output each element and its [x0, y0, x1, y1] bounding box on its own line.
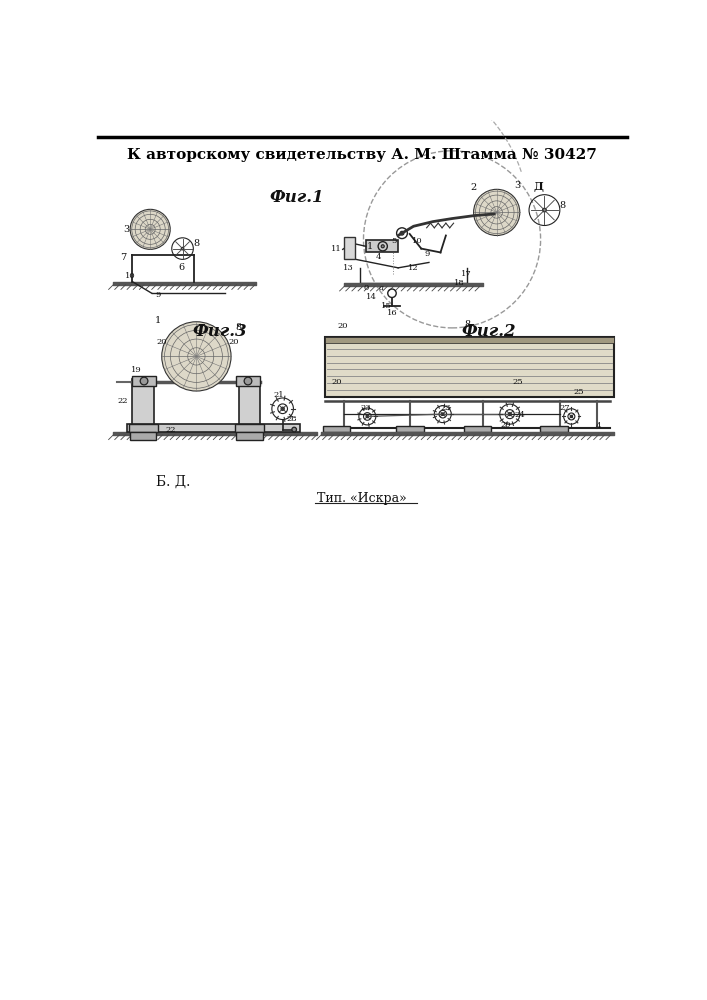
Text: Фиг.1: Фиг.1 [269, 188, 324, 206]
Polygon shape [344, 237, 355, 259]
Text: 1: 1 [155, 316, 161, 325]
Bar [396, 426, 423, 432]
Text: Б. Д.: Б. Д. [156, 475, 190, 489]
Circle shape [292, 427, 296, 432]
Text: 15: 15 [381, 302, 392, 310]
Circle shape [130, 209, 170, 249]
Text: 14: 14 [366, 293, 377, 301]
Text: 16: 16 [387, 309, 398, 317]
Circle shape [474, 189, 520, 235]
Text: 4: 4 [595, 422, 601, 430]
Text: 6: 6 [178, 263, 184, 272]
Text: Тип. «Искра»: Тип. «Искра» [317, 492, 407, 505]
Text: 22: 22 [165, 426, 176, 434]
Text: 10: 10 [412, 237, 423, 245]
Circle shape [162, 322, 231, 391]
Text: 3: 3 [515, 181, 520, 190]
Circle shape [400, 231, 404, 235]
Text: 25: 25 [574, 388, 585, 396]
Bar [129, 424, 158, 432]
Text: 28: 28 [286, 415, 297, 423]
Text: 2: 2 [470, 183, 477, 192]
Text: 21: 21 [274, 391, 284, 399]
Text: 19: 19 [131, 366, 141, 374]
Bar [130, 432, 156, 440]
Bar [325, 337, 614, 397]
Text: Фиг.2: Фиг.2 [462, 323, 516, 340]
Circle shape [442, 413, 444, 415]
Bar [236, 432, 262, 440]
Circle shape [181, 247, 184, 250]
Text: 8: 8 [235, 323, 242, 332]
Bar [325, 337, 614, 343]
Text: 1: 1 [368, 242, 373, 251]
Text: 3: 3 [123, 225, 129, 234]
Bar [132, 379, 154, 424]
Text: Д: Д [533, 181, 543, 192]
Text: 23: 23 [440, 404, 451, 412]
Text: 17: 17 [460, 270, 472, 278]
Text: 8: 8 [464, 320, 470, 329]
Text: 20: 20 [337, 322, 348, 330]
Text: 20: 20 [332, 378, 341, 386]
Text: 20: 20 [156, 338, 167, 346]
Text: 9: 9 [156, 291, 160, 299]
Circle shape [366, 415, 368, 418]
Text: 22: 22 [117, 397, 128, 405]
Text: 8: 8 [193, 239, 199, 248]
Text: 12: 12 [408, 264, 419, 272]
Circle shape [244, 377, 252, 385]
Text: 11: 11 [331, 245, 342, 253]
Text: a: a [379, 284, 384, 292]
Text: К авторскому свидетельству А. М. Штамма № 30427: К авторскому свидетельству А. М. Штамма … [127, 148, 597, 162]
Bar [464, 426, 491, 432]
Text: 8: 8 [559, 201, 565, 210]
Text: 23: 23 [361, 404, 371, 412]
Text: 18: 18 [455, 279, 465, 287]
Bar [540, 426, 568, 432]
Text: 24: 24 [515, 411, 525, 419]
Text: 10: 10 [125, 272, 136, 280]
Bar [239, 379, 260, 424]
Circle shape [281, 407, 284, 410]
Circle shape [140, 377, 148, 385]
Text: 13: 13 [343, 264, 354, 272]
Bar [235, 424, 264, 432]
Text: 27: 27 [560, 404, 571, 412]
Text: 5: 5 [392, 237, 397, 245]
Circle shape [542, 208, 547, 212]
Circle shape [508, 413, 511, 416]
Bar [132, 376, 156, 386]
Text: Фиг.3: Фиг.3 [192, 323, 247, 340]
Bar [322, 426, 351, 432]
Text: 0: 0 [363, 284, 368, 292]
Bar [366, 240, 398, 252]
Text: 25: 25 [512, 378, 522, 386]
Bar [127, 424, 300, 432]
Text: 4: 4 [375, 253, 381, 261]
Text: 7: 7 [120, 253, 127, 262]
Bar [236, 376, 259, 386]
Text: 9: 9 [425, 250, 430, 258]
Circle shape [571, 415, 573, 418]
Circle shape [381, 245, 385, 248]
Text: 20: 20 [228, 338, 239, 346]
Text: 29: 29 [501, 421, 511, 429]
